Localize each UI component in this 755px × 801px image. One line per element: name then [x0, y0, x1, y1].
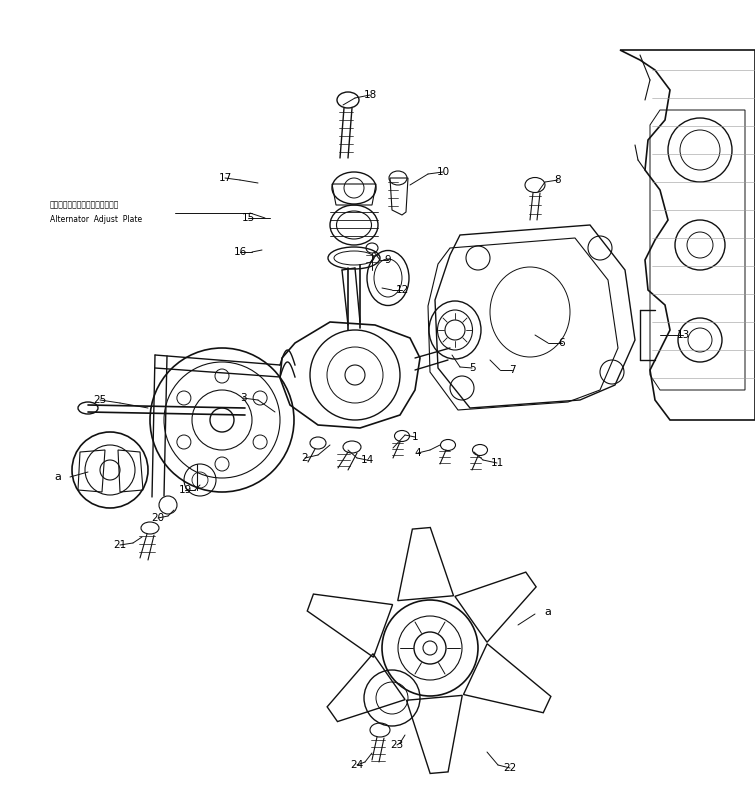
Text: 10: 10: [436, 167, 449, 177]
Text: 14: 14: [360, 455, 374, 465]
Text: 21: 21: [113, 540, 127, 550]
Text: 19: 19: [178, 485, 192, 495]
Text: Alternator  Adjust  Plate: Alternator Adjust Plate: [50, 215, 142, 224]
Text: 25: 25: [94, 395, 106, 405]
Text: 17: 17: [218, 173, 232, 183]
Text: 13: 13: [676, 330, 689, 340]
Text: 20: 20: [152, 513, 165, 523]
Text: a: a: [54, 472, 61, 482]
Text: a: a: [544, 607, 551, 617]
Text: 7: 7: [509, 365, 516, 375]
Text: 18: 18: [363, 90, 377, 100]
Text: 15: 15: [242, 213, 254, 223]
Text: 3: 3: [239, 393, 246, 403]
Text: 2: 2: [302, 453, 308, 463]
Text: 12: 12: [396, 285, 408, 295]
Text: 24: 24: [350, 760, 364, 770]
Text: 4: 4: [414, 448, 421, 458]
Text: 16: 16: [233, 247, 247, 257]
Text: 5: 5: [469, 363, 476, 373]
Text: オルタネータアジャストプレート: オルタネータアジャストプレート: [50, 200, 119, 210]
Text: 6: 6: [559, 338, 565, 348]
Text: 11: 11: [491, 458, 504, 468]
Text: 22: 22: [504, 763, 516, 773]
Text: 8: 8: [555, 175, 561, 185]
Text: 23: 23: [390, 740, 404, 750]
Text: 1: 1: [411, 432, 418, 442]
Text: 9: 9: [385, 255, 391, 265]
